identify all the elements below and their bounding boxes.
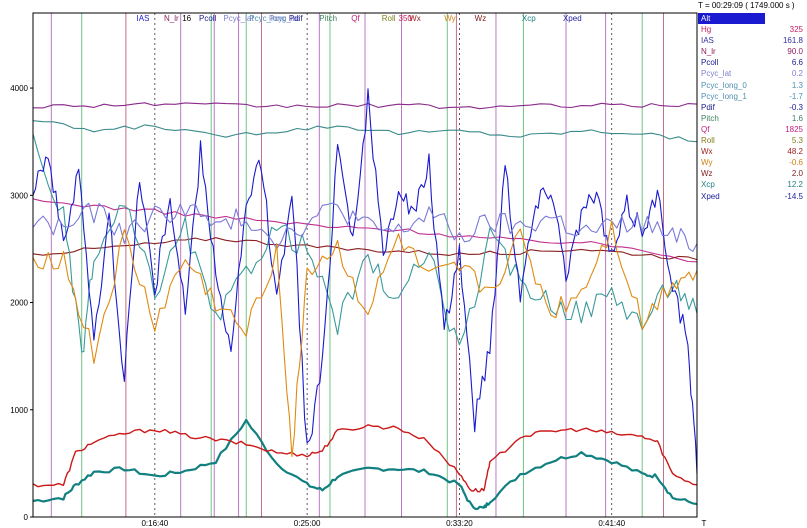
parameter-axis-label: Pcyc_lat: [223, 14, 254, 23]
parameter-axis-label: Xcp: [522, 14, 536, 23]
legend-item-name: Wy: [701, 158, 713, 168]
legend-item-pcyc-lat[interactable]: Pcyc_lat 0.2: [698, 68, 807, 79]
series-line-n-lr[interactable]: [32, 102, 698, 110]
plot-frame: [32, 12, 698, 518]
gridlines: [50, 13, 664, 517]
legend-item-value: 48.2: [787, 147, 803, 157]
legend-item-name: Pcoll: [701, 58, 719, 68]
parameter-axis-label: Wx: [409, 14, 421, 23]
x-tick-label: 0:25:00: [294, 519, 321, 528]
legend-item-wy[interactable]: Wy -0.6: [698, 157, 807, 168]
series-line-xcp[interactable]: [32, 418, 698, 511]
legend-item-name: Wz: [701, 169, 713, 179]
parameter-legend[interactable]: Alt477Hg325IAS161.8N_lr90.0Pcoll6.6Pcyc_…: [698, 13, 807, 202]
legend-item-name: IAS: [701, 36, 714, 46]
x-tick-label: T: [702, 519, 707, 528]
legend-item-value: 12.2: [787, 180, 803, 190]
legend-item-wz[interactable]: Wz 2.0: [698, 168, 807, 179]
legend-item-name: N_lr: [701, 47, 716, 57]
legend-item-name: Qf: [701, 124, 710, 134]
series-line-pcyc-long-0[interactable]: [32, 120, 698, 143]
legend-item-xped[interactable]: Xped -14.5: [698, 191, 807, 202]
legend-item-qf[interactable]: Qf 1825: [698, 124, 807, 135]
parameter-axis-label: Pcoll: [199, 14, 217, 23]
series-line-wy[interactable]: [32, 220, 698, 458]
parameter-axis-label: Wz: [475, 14, 487, 23]
series-line-pcyc-long-1[interactable]: [32, 133, 698, 353]
parameter-axis-label: Pcyc_long: [249, 14, 286, 23]
legend-item-hg[interactable]: Hg 325: [698, 24, 807, 35]
parameter-axis-label: Wy: [444, 14, 455, 23]
parameter-axis-label: 350: [399, 14, 413, 23]
legend-item-value: 161.8: [782, 36, 803, 46]
parameter-axis-label: N_lr: [164, 14, 179, 23]
series-line-pcyc-lat[interactable]: [32, 202, 698, 252]
legend-item-name: Wx: [701, 147, 713, 157]
series-line-wz[interactable]: [32, 237, 698, 261]
legend-item-pcyc-long-0[interactable]: Pcyc_long_0 1.3: [698, 80, 807, 91]
parameter-axis-label: IAS: [137, 14, 150, 23]
y-tick-label: 3000: [10, 191, 28, 200]
legend-item-alt[interactable]: Alt477: [698, 13, 765, 25]
legend-item-xcp[interactable]: Xcp 12.2: [698, 179, 807, 190]
legend-item-value: 1825: [785, 124, 803, 134]
legend-item-name: Roll: [701, 136, 715, 146]
legend-item-name: Pcyc_long_1: [701, 91, 747, 101]
axes-labels: 0:16:40 0:25:00 0:33:20 0:41:40 T 4000 3000 200…: [10, 14, 706, 528]
legend-item-n-lr[interactable]: N_lr 90.0: [698, 46, 807, 57]
x-tick-label: 0:41:40: [598, 519, 625, 528]
x-tick-label: 0:16:40: [141, 519, 168, 528]
legend-item-value: 325: [789, 25, 803, 35]
legend-item-value: 1.6: [791, 113, 803, 123]
legend-item-value: 1.3: [791, 80, 803, 90]
series-line-ias[interactable]: [32, 88, 698, 475]
legend-item-value: 2.0: [791, 169, 803, 179]
legend-item-pcyc-long-1[interactable]: Pcyc_long_1 -1.7: [698, 91, 807, 102]
legend-item-ias[interactable]: IAS 161.8: [698, 35, 807, 46]
y-tick-label: 2000: [10, 299, 28, 308]
legend-item-name: Pdif: [701, 102, 715, 112]
parameter-axis-label: 16: [182, 14, 191, 23]
legend-item-name: Alt: [701, 14, 711, 23]
legend-item-pcoll[interactable]: Pcoll 6.6: [698, 57, 807, 68]
parameter-axis-label: Pdif: [289, 14, 304, 23]
legend-item-pdif[interactable]: Pdif -0.3: [698, 102, 807, 113]
series-lines[interactable]: [32, 88, 698, 511]
legend-item-value: -14.5: [784, 191, 803, 201]
legend-item-value: 5.3: [791, 136, 803, 146]
legend-item-value: -1.7: [789, 91, 803, 101]
legend-item-value: 90.0: [787, 47, 803, 57]
series-line-wx[interactable]: [32, 424, 698, 493]
parameter-axis-label: Pitch: [319, 14, 337, 23]
legend-item-pitch[interactable]: Pitch 1.6: [698, 113, 807, 124]
parameter-axis-label: Pcyc_lat: [269, 14, 300, 23]
parameter-axis-label: Xped: [563, 14, 582, 23]
legend-item-name: Xcp: [701, 180, 715, 190]
legend-item-value: -0.6: [789, 158, 803, 168]
parameter-axis-label: Qf: [351, 14, 360, 23]
y-tick-label: 1000: [10, 406, 28, 415]
legend-item-name: Hg: [701, 25, 712, 35]
legend-item-value: 0.2: [791, 69, 803, 79]
legend-item-name: Pitch: [701, 113, 719, 123]
legend-item-name: Xped: [701, 191, 720, 201]
y-tick-label: 4000: [10, 84, 28, 93]
legend-item-name: Pcyc_lat: [701, 69, 732, 79]
x-tick-label: 0:33:20: [446, 519, 473, 528]
legend-item-roll[interactable]: Roll 5.3: [698, 135, 807, 146]
legend-item-value: -0.3: [789, 102, 803, 112]
legend-item-wx[interactable]: Wx 48.2: [698, 146, 807, 157]
parameter-axis-label: Roll: [382, 14, 396, 23]
time-readout: T = 00:29:09 ( 1749.000 s ): [698, 1, 795, 10]
y-tick-label: 0: [24, 513, 29, 522]
legend-item-value: 6.6: [791, 58, 803, 68]
legend-item-name: Pcyc_long_0: [701, 80, 747, 90]
